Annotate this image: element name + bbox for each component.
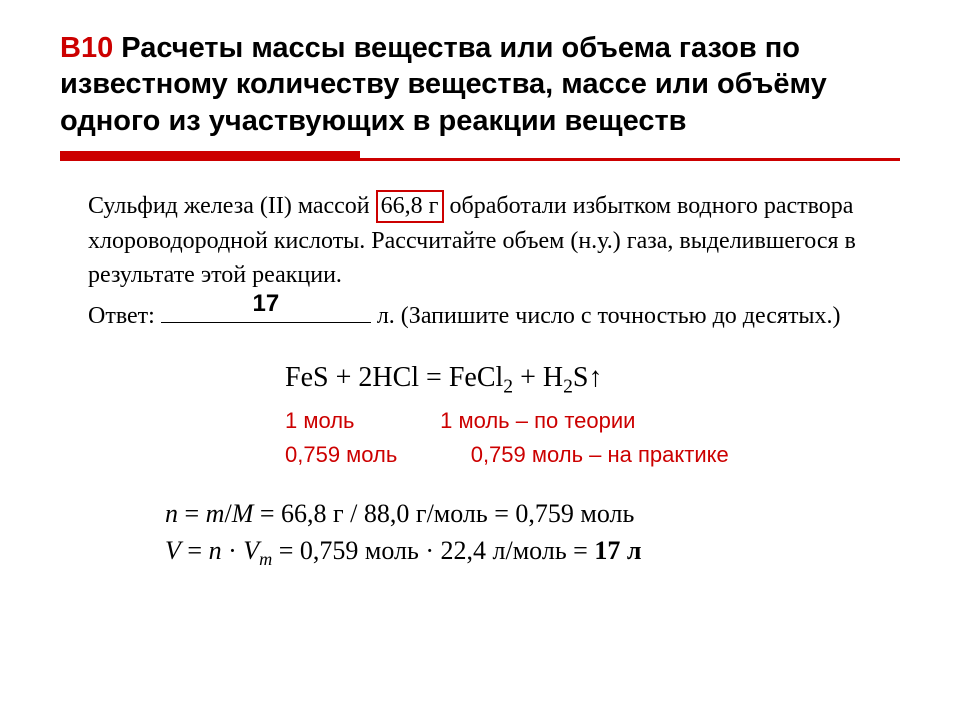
boxed-mass: 66,8 г bbox=[376, 190, 444, 223]
answer-line: Ответ: 17 л. (Запишите число с точностью… bbox=[88, 299, 872, 334]
calc1-n: n bbox=[165, 499, 178, 528]
slide-title: В10 Расчеты массы вещества или объема га… bbox=[60, 30, 900, 139]
calc2-rest: = 0,759 моль · 22,4 л/моль = bbox=[272, 536, 594, 565]
title-code: В10 bbox=[60, 32, 113, 64]
answer-tail: л. (Запишите число с точностью до десяты… bbox=[371, 303, 841, 329]
calc1-rest: = 66,8 г / 88,0 г/моль = 0,759 моль bbox=[253, 499, 634, 528]
eq-sub1: 2 bbox=[503, 377, 513, 398]
eq-sub2: 2 bbox=[563, 377, 573, 398]
calc-line-2: V = n · Vm = 0,759 моль · 22,4 л/моль = … bbox=[165, 533, 900, 569]
calc2-eq: = bbox=[181, 536, 209, 565]
answer-label: Ответ: bbox=[88, 303, 161, 329]
mole-theory: 1 моль 1 моль – по теории 0,759 моль 0,7… bbox=[60, 404, 900, 472]
calc-line-1: n = m/M = 66,8 г / 88,0 г/моль = 0,759 м… bbox=[165, 496, 900, 532]
slide: В10 Расчеты массы вещества или объема га… bbox=[0, 0, 960, 720]
theory-2-right: 0,759 моль – на практике bbox=[471, 442, 729, 467]
divider bbox=[60, 151, 900, 161]
eq-pre: FeS + 2HCl = FeCl bbox=[285, 362, 503, 393]
eq-mid: + H bbox=[513, 362, 563, 393]
calc2-dot: · bbox=[222, 536, 244, 565]
theory-1-right: 1 моль – по теории bbox=[440, 408, 635, 433]
calc1-M: M bbox=[232, 499, 254, 528]
calculations: n = m/M = 66,8 г / 88,0 г/моль = 0,759 м… bbox=[60, 496, 900, 569]
theory-row-1: 1 моль 1 моль – по теории bbox=[285, 404, 900, 438]
theory-2-left: 0,759 моль bbox=[285, 442, 397, 467]
calc2-Vm: V bbox=[243, 536, 259, 565]
calc1-slash: / bbox=[224, 499, 231, 528]
divider-thick bbox=[60, 151, 360, 161]
calc2-n: n bbox=[209, 536, 222, 565]
problem-part-1a: Сульфид железа (II) массой bbox=[88, 193, 376, 219]
chemical-equation: FeS + 2HCl = FeCl2 + H2S↑ bbox=[60, 362, 900, 394]
calc1-m: m bbox=[206, 499, 225, 528]
calc2-result: 17 л bbox=[594, 536, 641, 565]
calc2-sub: m bbox=[259, 549, 272, 569]
calc1-eq: = bbox=[178, 499, 206, 528]
eq-post: S↑ bbox=[573, 362, 603, 393]
title-rest: Расчеты массы вещества или объема газов … bbox=[60, 32, 827, 137]
answer-blank: 17 bbox=[161, 322, 371, 323]
problem-text: Сульфид железа (II) массой 66,8 г обрабо… bbox=[60, 189, 900, 334]
calc2-V: V bbox=[165, 536, 181, 565]
theory-row-2: 0,759 моль 0,759 моль – на практике bbox=[285, 438, 900, 472]
divider-thin bbox=[360, 158, 900, 161]
answer-value: 17 bbox=[161, 287, 371, 322]
theory-1-left: 1 моль bbox=[285, 408, 355, 433]
